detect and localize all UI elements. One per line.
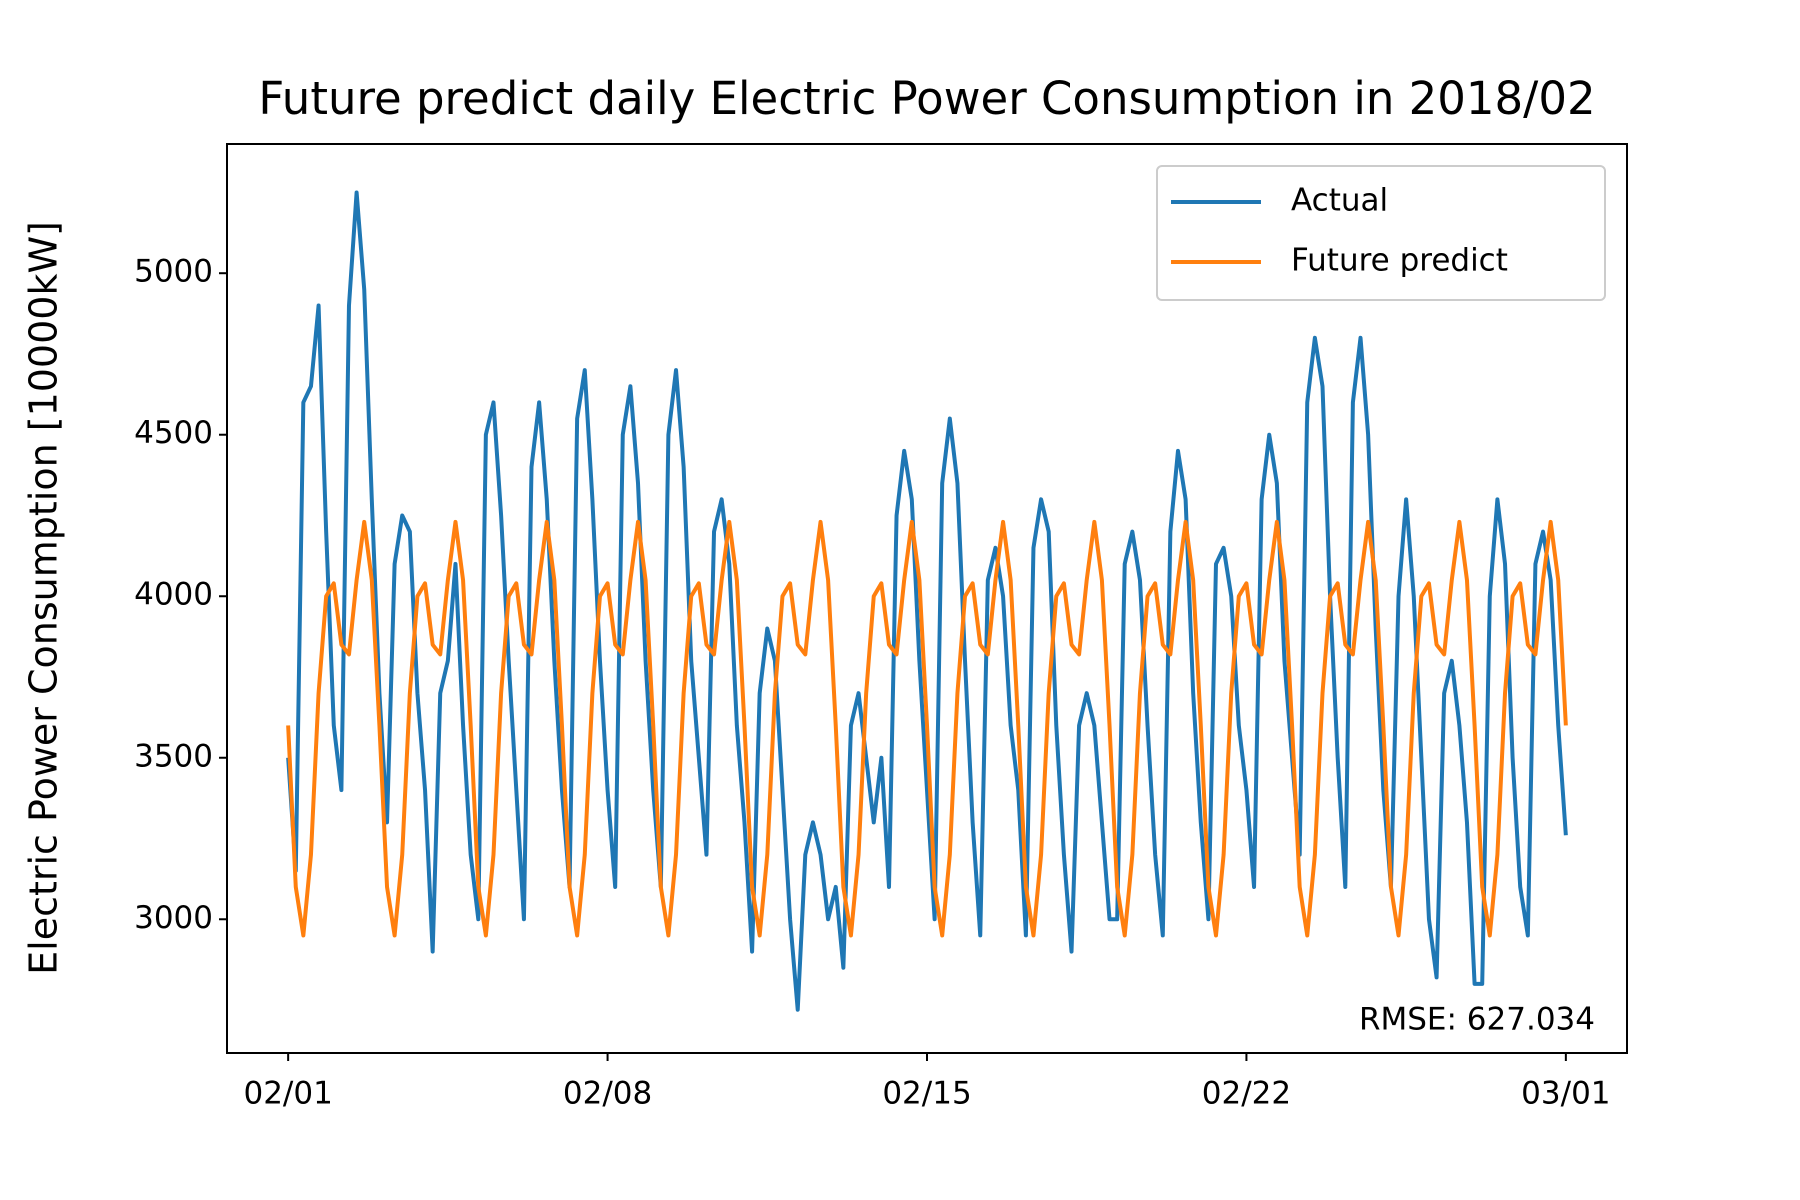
y-tick-label: 4500 [134,415,213,451]
y-tick-label: 3000 [134,900,213,936]
legend: Actual Future predict [1156,165,1606,301]
plot-frame [226,143,1628,1054]
y-tick-label: 5000 [134,254,213,290]
legend-label: Future predict [1291,243,1508,279]
y-tick-label: 3500 [134,738,213,774]
annotation: RMSE: 627.034 [1359,1002,1595,1038]
chart-title: Future predict daily Electric Power Cons… [258,72,1595,125]
x-tick-label: 02/15 [882,1076,971,1112]
x-tick-label: 03/01 [1521,1076,1610,1112]
x-tick-label: 02/08 [563,1076,652,1112]
x-tick-label: 02/22 [1202,1076,1291,1112]
legend-label: Actual [1291,183,1388,219]
legend-box [1156,165,1606,301]
y-tick-label: 4000 [134,577,213,613]
series-line [286,190,1568,1012]
x-tick-label: 02/01 [243,1076,332,1112]
series-line [286,519,1568,938]
y-axis-label: Electric Power Consumption [10000kW] [22,221,66,975]
